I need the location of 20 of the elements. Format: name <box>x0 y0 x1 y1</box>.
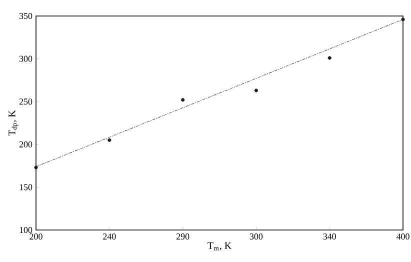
point <box>328 56 332 60</box>
x-axis-title: T$_{m}$, K <box>208 242 232 250</box>
point <box>108 138 112 142</box>
y-tick-label: 350 <box>19 12 32 20</box>
x-tick-label: 400 <box>396 234 410 240</box>
y-tick-label: 150 <box>20 184 32 190</box>
x-tick-label: 240 <box>103 234 116 240</box>
y-tick-label: 100 <box>20 226 32 234</box>
x-tick-label: 300 <box>250 234 263 240</box>
x-tick-label: 290 <box>176 234 190 240</box>
point <box>34 166 38 170</box>
point <box>254 88 258 92</box>
y-tick-label: 200 <box>19 141 32 148</box>
x-tick-label: 200 <box>30 234 42 240</box>
y-tick-label: 250 <box>19 98 32 105</box>
point <box>181 98 185 102</box>
point <box>401 18 405 22</box>
x-tick-label: 340 <box>323 234 336 240</box>
y-axis-title: T$_{dp}$, K <box>8 110 18 136</box>
y-tick-label: 300 <box>19 56 32 62</box>
